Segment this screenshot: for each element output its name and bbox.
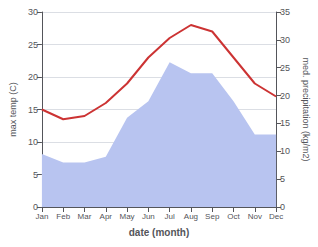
svg-text:0: 0 xyxy=(280,202,285,212)
svg-text:35: 35 xyxy=(280,7,290,17)
svg-text:10: 10 xyxy=(280,146,290,156)
svg-text:5: 5 xyxy=(33,170,38,180)
svg-text:15: 15 xyxy=(280,118,290,128)
svg-text:25: 25 xyxy=(280,63,290,73)
svg-text:5: 5 xyxy=(280,174,285,184)
svg-text:30: 30 xyxy=(28,7,38,17)
svg-text:max temp (C): max temp (C) xyxy=(8,82,18,137)
svg-text:0: 0 xyxy=(33,202,38,212)
svg-text:Oct: Oct xyxy=(227,212,240,221)
svg-text:Mar: Mar xyxy=(78,212,92,221)
svg-text:Sep: Sep xyxy=(205,212,220,221)
svg-text:Jul: Jul xyxy=(165,212,175,221)
svg-text:Jun: Jun xyxy=(142,212,155,221)
svg-text:Aug: Aug xyxy=(184,212,198,221)
svg-text:Nov: Nov xyxy=(248,212,262,221)
svg-text:15: 15 xyxy=(28,105,38,115)
svg-text:10: 10 xyxy=(28,137,38,147)
svg-text:Jan: Jan xyxy=(35,212,48,221)
svg-text:May: May xyxy=(120,212,135,221)
svg-text:Feb: Feb xyxy=(56,212,70,221)
svg-text:20: 20 xyxy=(280,91,290,101)
svg-text:30: 30 xyxy=(280,35,290,45)
svg-text:Apr: Apr xyxy=(100,212,113,221)
svg-text:med. precipitation (kg/m2): med. precipitation (kg/m2) xyxy=(301,57,311,161)
svg-text:25: 25 xyxy=(28,40,38,50)
svg-text:20: 20 xyxy=(28,72,38,82)
svg-text:date (month): date (month) xyxy=(129,227,190,238)
svg-text:Dec: Dec xyxy=(269,212,283,221)
